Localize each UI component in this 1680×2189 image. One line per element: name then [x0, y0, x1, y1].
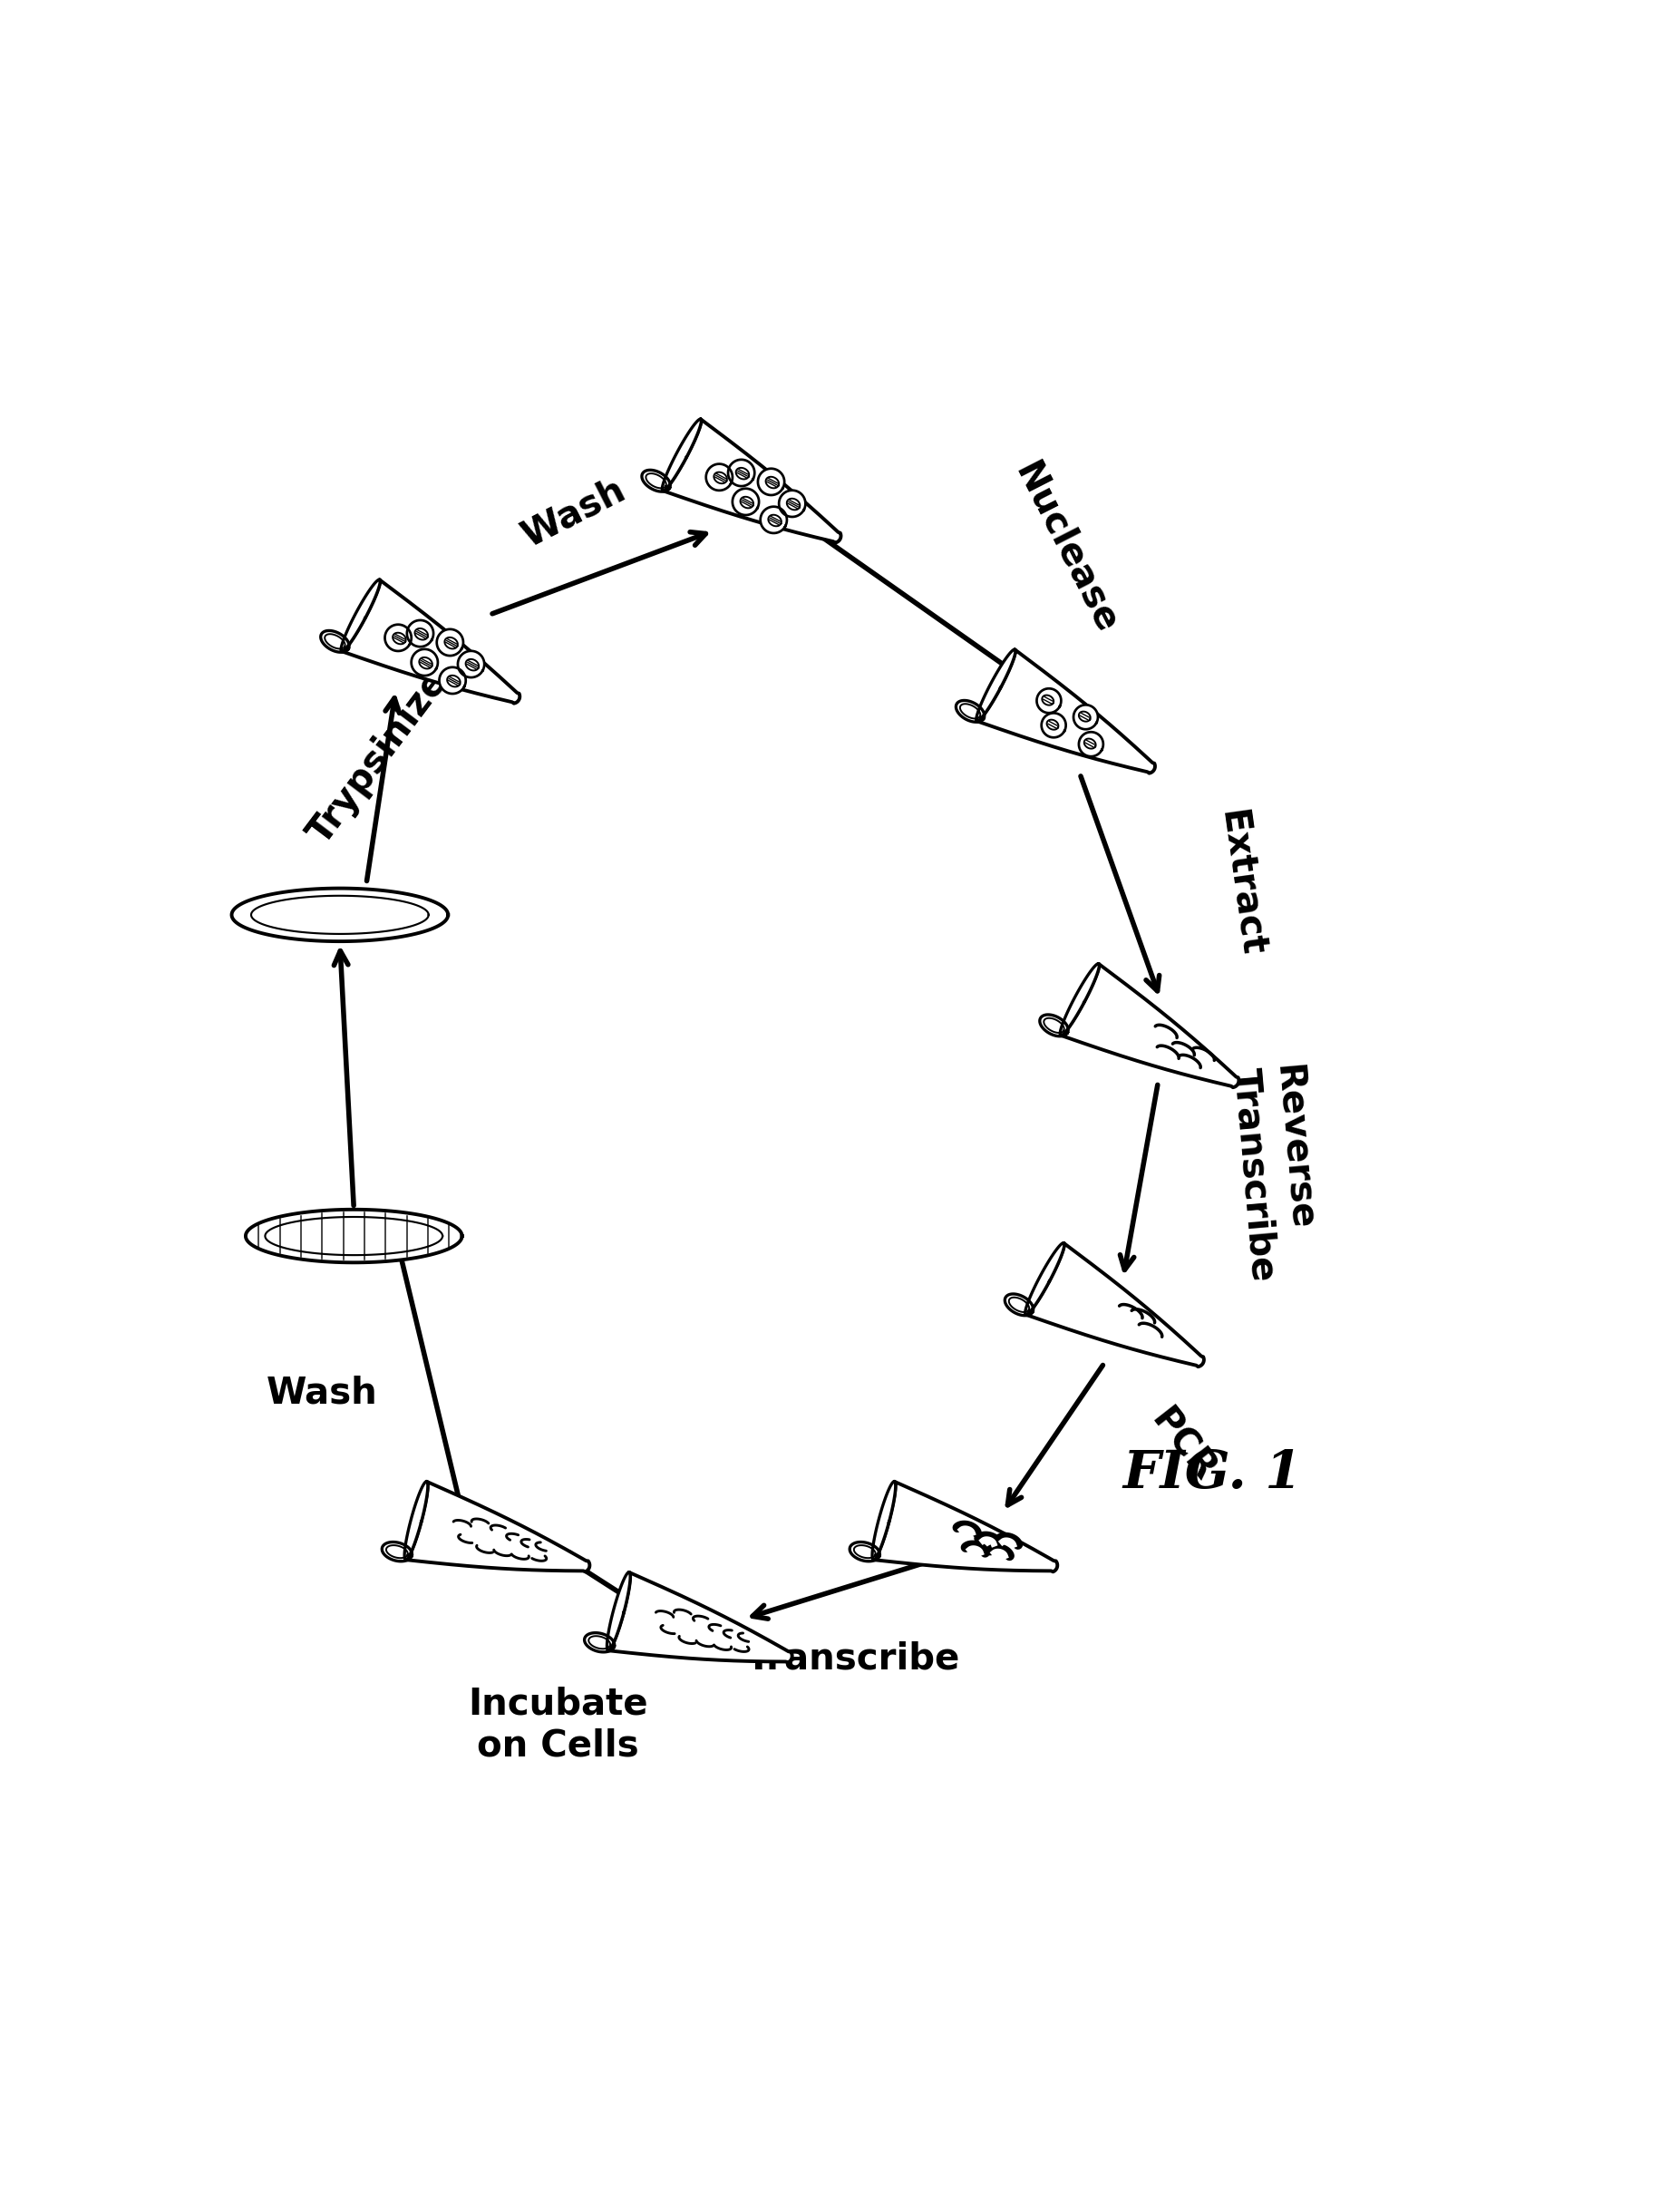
Polygon shape	[405, 1482, 428, 1561]
Polygon shape	[585, 1633, 615, 1653]
Polygon shape	[608, 1572, 793, 1661]
Polygon shape	[341, 580, 380, 652]
Polygon shape	[761, 506, 786, 534]
Polygon shape	[407, 619, 433, 646]
Polygon shape	[1005, 1294, 1033, 1316]
Polygon shape	[438, 668, 465, 694]
Polygon shape	[642, 471, 670, 493]
Polygon shape	[850, 1541, 880, 1561]
Text: FIG. 1: FIG. 1	[1122, 1447, 1302, 1499]
Polygon shape	[341, 580, 519, 703]
Text: Wash: Wash	[516, 473, 632, 554]
Text: Extract: Extract	[1213, 808, 1268, 959]
Polygon shape	[1042, 714, 1065, 738]
Polygon shape	[662, 418, 701, 490]
Polygon shape	[976, 650, 1156, 773]
Polygon shape	[1060, 963, 1099, 1035]
Polygon shape	[1025, 1243, 1063, 1316]
Polygon shape	[245, 1211, 462, 1263]
Polygon shape	[732, 488, 759, 514]
Polygon shape	[662, 418, 842, 543]
Text: Trypsinize: Trypsinize	[301, 663, 455, 852]
Polygon shape	[1026, 1243, 1205, 1366]
Polygon shape	[1037, 690, 1062, 714]
Polygon shape	[381, 1541, 412, 1561]
Polygon shape	[976, 650, 1015, 720]
Polygon shape	[405, 1482, 590, 1572]
Polygon shape	[606, 1572, 630, 1651]
Text: Wash: Wash	[267, 1375, 378, 1412]
Polygon shape	[321, 630, 349, 652]
Polygon shape	[872, 1482, 895, 1561]
Polygon shape	[758, 468, 785, 495]
Polygon shape	[780, 490, 805, 517]
Polygon shape	[727, 460, 754, 486]
Polygon shape	[874, 1482, 1057, 1572]
Polygon shape	[706, 464, 732, 490]
Polygon shape	[385, 624, 412, 650]
Polygon shape	[1060, 963, 1238, 1088]
Polygon shape	[1079, 731, 1104, 757]
Text: Incubate
on Cells: Incubate on Cells	[467, 1686, 648, 1764]
Polygon shape	[412, 650, 438, 676]
Polygon shape	[1040, 1016, 1068, 1035]
Text: Transcribe: Transcribe	[746, 1642, 961, 1677]
Polygon shape	[232, 889, 449, 941]
Polygon shape	[437, 628, 464, 657]
Polygon shape	[956, 700, 984, 722]
Text: Nuclease: Nuclease	[1006, 458, 1124, 639]
Polygon shape	[459, 650, 484, 676]
Polygon shape	[1074, 705, 1099, 729]
Text: Reverse
Transcribe: Reverse Transcribe	[1226, 1064, 1322, 1283]
Text: PCR: PCR	[1142, 1403, 1221, 1489]
